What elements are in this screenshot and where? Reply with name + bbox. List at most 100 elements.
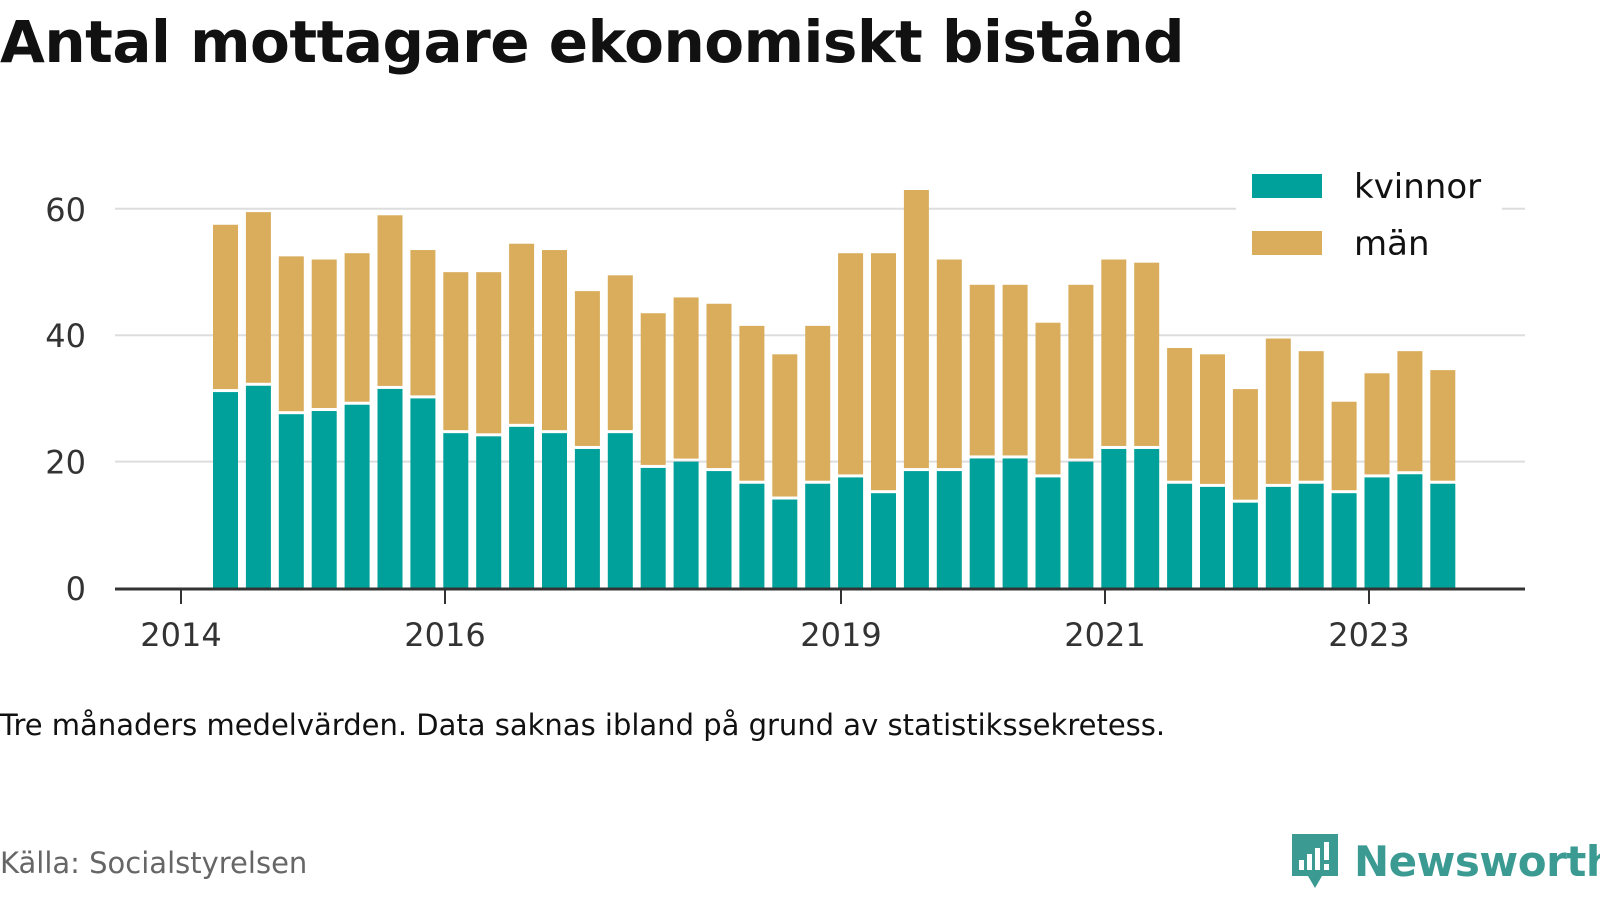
newsworthy-logo-icon <box>1292 834 1338 888</box>
bar-kvinnor <box>1200 486 1225 588</box>
y-tick-label: 60 <box>45 191 86 229</box>
bar-kvinnor <box>1364 477 1390 588</box>
legend-swatch <box>1252 231 1322 255</box>
legend-swatch <box>1252 174 1322 198</box>
x-tick-label: 2019 <box>800 616 881 654</box>
bar-kvinnor <box>377 388 403 588</box>
bar-kvinnor <box>476 436 502 588</box>
stacked-bar-chart: 0 20 40 60 2014 2016 2019 2021 2023 kvinnor män <box>45 160 1525 654</box>
bar-man <box>673 297 699 459</box>
bar-man <box>772 354 798 497</box>
bar-man <box>574 291 600 446</box>
bar-kvinnor <box>903 471 929 588</box>
bar-man <box>245 212 271 383</box>
bar-man <box>542 250 567 431</box>
y-axis-ticks: 0 20 40 60 <box>45 191 86 608</box>
bar-man <box>838 253 864 475</box>
bar-man <box>1167 348 1193 481</box>
y-tick-label: 0 <box>66 570 86 608</box>
bar-kvinnor <box>1035 477 1061 588</box>
bars <box>213 190 1456 588</box>
chart-title: Antal mottagare ekonomiskt bistånd <box>0 8 1185 76</box>
legend: kvinnor män <box>1236 160 1502 278</box>
x-tick-label: 2021 <box>1064 616 1145 654</box>
bar-kvinnor <box>772 499 798 588</box>
bar-kvinnor <box>1002 458 1028 588</box>
bar-man <box>969 284 995 456</box>
bar-kvinnor <box>311 411 337 588</box>
bar-kvinnor <box>739 483 765 588</box>
bar-kvinnor <box>838 477 864 588</box>
y-tick-label: 20 <box>45 444 86 482</box>
bar-kvinnor <box>1101 448 1127 588</box>
bar-man <box>936 259 962 469</box>
bar-man <box>1101 259 1127 446</box>
bar-kvinnor <box>574 448 600 588</box>
bar-man <box>410 250 436 396</box>
bar-kvinnor <box>213 392 238 588</box>
bar-man <box>607 275 633 431</box>
source-credit: Källa: Socialstyrelsen <box>0 846 308 880</box>
bar-kvinnor <box>936 471 962 588</box>
bar-kvinnor <box>969 458 995 588</box>
bar-kvinnor <box>1430 483 1456 588</box>
chart-note: Tre månaders medelvärden. Data saknas ib… <box>0 708 1166 742</box>
bar-man <box>640 313 666 465</box>
bar-man <box>1200 354 1225 484</box>
legend-label: män <box>1354 224 1430 264</box>
bar-man <box>377 215 403 386</box>
bar-kvinnor <box>706 471 732 588</box>
bar-man <box>1232 389 1258 500</box>
bar-man <box>871 253 896 491</box>
bar-kvinnor <box>278 414 304 588</box>
bar-man <box>805 325 831 481</box>
bar-man <box>1331 401 1357 491</box>
bar-kvinnor <box>673 461 699 588</box>
bar-man <box>1002 284 1028 456</box>
bar-man <box>443 272 469 431</box>
bar-man <box>1068 284 1094 459</box>
bar-man <box>1035 322 1061 475</box>
bar-kvinnor <box>1134 448 1160 588</box>
bar-man <box>509 243 535 424</box>
bar-kvinnor <box>245 385 271 588</box>
bar-man <box>706 303 732 469</box>
bar-man <box>476 272 502 434</box>
x-axis: 2014 2016 2019 2021 2023 <box>115 587 1525 654</box>
bar-man <box>1265 338 1291 484</box>
x-tick-label: 2014 <box>140 616 221 654</box>
bar-kvinnor <box>640 467 666 588</box>
bar-kvinnor <box>1397 474 1423 588</box>
bar-kvinnor <box>1298 483 1324 588</box>
bar-kvinnor <box>1331 493 1357 588</box>
bar-kvinnor <box>1167 483 1193 588</box>
bar-kvinnor <box>443 433 469 588</box>
bar-man <box>739 325 765 481</box>
y-tick-label: 40 <box>45 317 86 355</box>
bar-kvinnor <box>1265 486 1291 588</box>
bar-man <box>278 256 304 412</box>
bar-man <box>1298 351 1324 481</box>
bar-kvinnor <box>1068 461 1094 588</box>
bar-man <box>903 190 929 469</box>
bar-man <box>1134 262 1160 446</box>
brand-logo: Newsworthy <box>1290 826 1600 896</box>
bar-kvinnor <box>607 433 633 588</box>
bar-man <box>311 259 337 409</box>
bar-kvinnor <box>1232 502 1258 588</box>
bar-kvinnor <box>410 398 436 588</box>
bar-man <box>1397 351 1423 472</box>
brand-name: Newsworthy <box>1354 836 1600 886</box>
x-tick-label: 2023 <box>1328 616 1409 654</box>
bar-man <box>1430 370 1456 481</box>
bar-kvinnor <box>805 483 831 588</box>
bar-man <box>213 224 238 390</box>
bar-man <box>1364 373 1390 475</box>
bar-kvinnor <box>871 493 896 588</box>
legend-label: kvinnor <box>1354 167 1481 207</box>
bar-kvinnor <box>344 404 370 588</box>
bar-man <box>344 253 370 402</box>
bar-kvinnor <box>509 426 535 588</box>
x-tick-label: 2016 <box>404 616 485 654</box>
bar-kvinnor <box>542 433 567 588</box>
